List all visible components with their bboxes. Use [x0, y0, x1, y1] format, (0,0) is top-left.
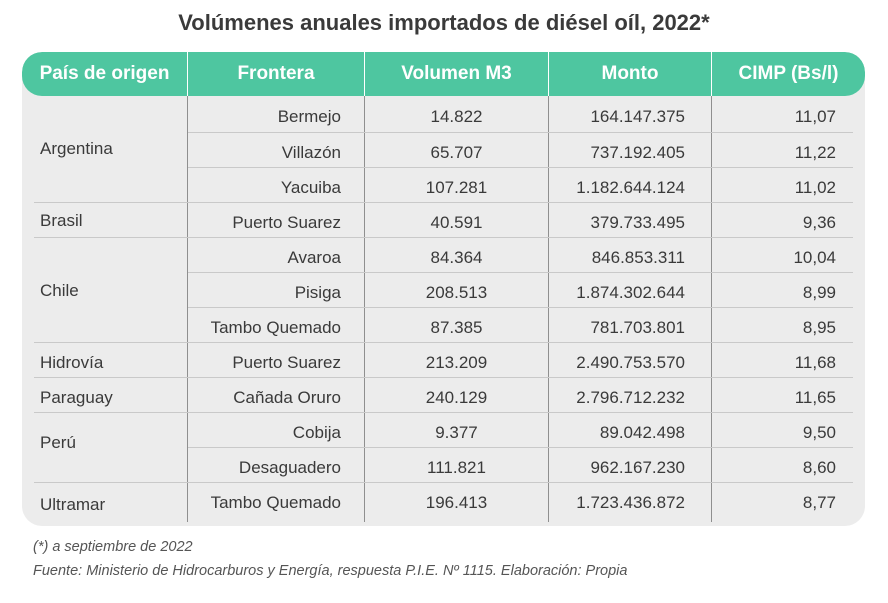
row-separator [34, 377, 853, 378]
country-paraguay: Paraguay [40, 388, 113, 407]
table-header: País de origen Frontera Volumen M3 Monto… [22, 52, 865, 96]
volumen-cell: 208.513 [425, 283, 488, 302]
header-divider [711, 52, 712, 96]
monto-cell: 1.723.436.872 [576, 493, 685, 512]
volumen-cell: 40.591 [430, 213, 483, 232]
frontera-cell: Cañada Oruro [233, 388, 341, 407]
monto-cell: 2.490.753.570 [576, 353, 685, 372]
header-divider [187, 52, 188, 96]
header-volumen: Volumen M3 [401, 63, 512, 84]
frontera-cell: Yacuiba [280, 178, 341, 197]
volumen-cell: 213.209 [425, 353, 488, 372]
header-country: País de origen [39, 63, 170, 84]
country-hidrovia: Hidrovía [40, 353, 104, 372]
frontera-cell: Tambo Quemado [210, 493, 341, 512]
country-ultramar: Ultramar [40, 495, 106, 514]
column-divider [711, 96, 712, 522]
volumen-cell: 87.385 [430, 318, 483, 337]
volumen-cell: 84.364 [430, 248, 483, 267]
cimp-cell: 11,07 [794, 107, 836, 126]
cimp-cell: 8,60 [802, 458, 836, 477]
row-separator [34, 202, 853, 203]
country-argentina: Argentina [40, 139, 113, 158]
monto-cell: 2.796.712.232 [576, 388, 685, 407]
cimp-cell: 10,04 [793, 248, 836, 267]
monto-cell: 846.853.311 [591, 248, 685, 267]
column-divider [364, 96, 365, 522]
frontera-cell: Pisiga [294, 283, 341, 302]
header-divider [548, 52, 549, 96]
frontera-cell: Puerto Suarez [232, 353, 341, 372]
footnote: (*) a septiembre de 2022 [33, 539, 193, 555]
frontera-cell: Desaguadero [238, 458, 341, 477]
monto-cell: 379.733.495 [590, 213, 685, 232]
column-divider [187, 96, 188, 522]
monto-cell: 1.182.644.124 [576, 178, 685, 197]
header-cimp: CIMP (Bs/l) [738, 63, 839, 84]
monto-cell: 737.192.405 [590, 143, 685, 162]
cimp-cell: 8,99 [802, 283, 836, 302]
volumen-cell: 240.129 [425, 388, 488, 407]
frontera-cell: Cobija [292, 423, 341, 442]
volumen-cell: 65.707 [430, 143, 483, 162]
data-table: País de origen Frontera Volumen M3 Monto… [22, 52, 865, 526]
frontera-cell: Tambo Quemado [210, 318, 341, 337]
monto-cell: 1.874.302.644 [576, 283, 685, 302]
volumen-cell: 111.821 [427, 458, 486, 477]
row-separator [188, 307, 853, 308]
volumen-cell: 9.377 [435, 423, 478, 442]
monto-cell: 89.042.498 [599, 423, 685, 442]
cimp-cell: 9,50 [802, 423, 836, 442]
row-separator [34, 237, 853, 238]
monto-cell: 781.703.801 [590, 318, 685, 337]
cimp-cell: 8,77 [802, 493, 836, 512]
monto-cell: 164.147.375 [590, 107, 685, 126]
header-divider [364, 52, 365, 96]
volumen-cell: 107.281 [425, 178, 488, 197]
header-frontera: Frontera [237, 63, 315, 84]
cimp-cell: 11,22 [794, 143, 836, 162]
frontera-cell: Avaroa [287, 248, 341, 267]
row-separator [188, 272, 853, 273]
frontera-cell: Bermejo [277, 107, 341, 126]
column-divider [548, 96, 549, 522]
frontera-cell: Puerto Suarez [232, 213, 341, 232]
cimp-cell: 11,68 [794, 353, 836, 372]
row-separator [188, 132, 853, 133]
volumen-cell: 14.822 [430, 107, 483, 126]
frontera-cell: Villazón [281, 143, 341, 162]
monto-cell: 962.167.230 [590, 458, 685, 477]
country-brasil: Brasil [40, 211, 83, 230]
row-separator [188, 167, 853, 168]
header-monto: Monto [601, 63, 659, 84]
row-separator [34, 342, 853, 343]
row-separator [188, 447, 853, 448]
country-chile: Chile [40, 281, 79, 300]
volumen-cell: 196.413 [425, 493, 488, 512]
cimp-cell: 8,95 [802, 318, 836, 337]
cimp-cell: 11,02 [794, 178, 836, 197]
cimp-cell: 9,36 [802, 213, 836, 232]
table-title: Volúmenes anuales importados de diésel o… [178, 10, 710, 35]
source-note: Fuente: Ministerio de Hidrocarburos y En… [33, 563, 628, 579]
country-peru: Perú [40, 433, 76, 452]
row-separator [34, 412, 853, 413]
cimp-cell: 11,65 [794, 388, 836, 407]
row-separator [34, 482, 853, 483]
